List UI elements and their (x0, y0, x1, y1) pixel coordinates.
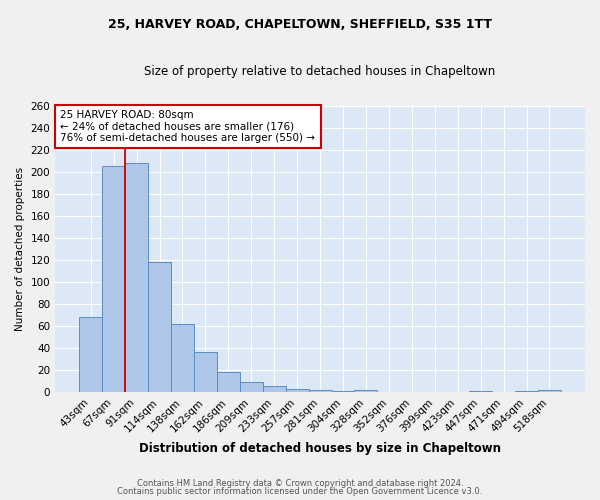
Title: Size of property relative to detached houses in Chapeltown: Size of property relative to detached ho… (145, 65, 496, 78)
Bar (79, 317, 102, 392)
Text: Contains public sector information licensed under the Open Government Licence v3: Contains public sector information licen… (118, 487, 482, 496)
Bar (148, 262, 171, 392)
Bar (469, 391, 492, 392)
Bar (538, 390, 561, 392)
Bar (263, 386, 286, 392)
Bar (332, 391, 355, 392)
Bar (217, 372, 240, 392)
Bar (240, 382, 263, 392)
Bar (194, 352, 217, 392)
Bar (355, 390, 377, 392)
Text: 25 HARVEY ROAD: 80sqm
← 24% of detached houses are smaller (176)
76% of semi-det: 25 HARVEY ROAD: 80sqm ← 24% of detached … (61, 110, 316, 143)
Bar (286, 388, 308, 392)
X-axis label: Distribution of detached houses by size in Chapeltown: Distribution of detached houses by size … (139, 442, 501, 455)
Bar (308, 390, 332, 392)
Text: Contains HM Land Registry data © Crown copyright and database right 2024.: Contains HM Land Registry data © Crown c… (137, 478, 463, 488)
Bar (171, 324, 194, 392)
Bar (515, 391, 538, 392)
Bar (125, 163, 148, 392)
Y-axis label: Number of detached properties: Number of detached properties (15, 166, 25, 331)
Text: 25, HARVEY ROAD, CHAPELTOWN, SHEFFIELD, S35 1TT: 25, HARVEY ROAD, CHAPELTOWN, SHEFFIELD, … (108, 18, 492, 30)
Bar (102, 166, 125, 392)
